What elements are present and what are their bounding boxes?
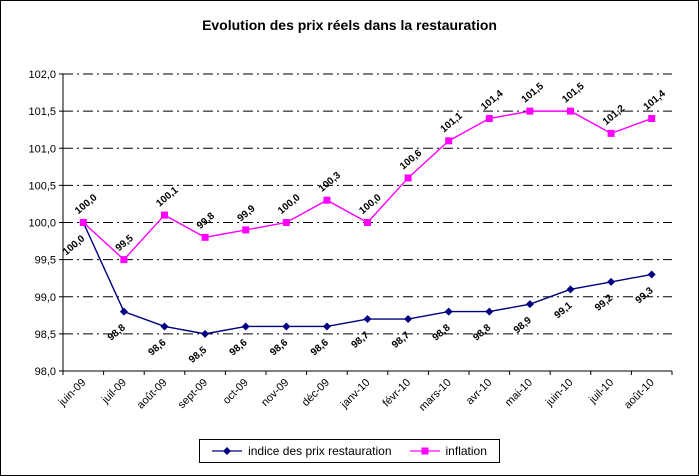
legend-item-restauration: indice des prix restauration bbox=[212, 444, 392, 458]
svg-text:98,9: 98,9 bbox=[512, 315, 534, 336]
legend-container: indice des prix restauration inflation bbox=[1, 439, 698, 463]
svg-text:févr-10: févr-10 bbox=[381, 377, 414, 410]
svg-text:98,6: 98,6 bbox=[228, 337, 250, 358]
svg-text:98,6: 98,6 bbox=[268, 337, 290, 358]
svg-text:101,0: 101,0 bbox=[28, 143, 56, 155]
svg-text:sept-09: sept-09 bbox=[176, 377, 210, 411]
svg-text:mars-10: mars-10 bbox=[417, 377, 454, 414]
svg-text:100,0: 100,0 bbox=[357, 192, 384, 217]
svg-text:98,8: 98,8 bbox=[471, 322, 493, 343]
svg-text:99,8: 99,8 bbox=[195, 210, 217, 231]
legend-item-inflation: inflation bbox=[409, 444, 487, 458]
svg-text:août-10: août-10 bbox=[622, 377, 657, 412]
svg-text:janv-10: janv-10 bbox=[338, 377, 373, 412]
legend: indice des prix restauration inflation bbox=[199, 439, 500, 463]
svg-text:101,1: 101,1 bbox=[439, 110, 466, 135]
svg-text:100,0: 100,0 bbox=[276, 192, 303, 217]
line-diamond-marker-icon bbox=[212, 447, 243, 455]
svg-text:99,1: 99,1 bbox=[552, 300, 574, 321]
svg-text:nov-09: nov-09 bbox=[259, 377, 291, 409]
svg-text:100,6: 100,6 bbox=[398, 147, 425, 172]
svg-text:101,4: 101,4 bbox=[642, 88, 669, 113]
svg-text:98,7: 98,7 bbox=[349, 330, 371, 351]
svg-text:101,5: 101,5 bbox=[28, 106, 56, 118]
svg-text:juin-09: juin-09 bbox=[56, 377, 89, 410]
svg-text:99,3: 99,3 bbox=[634, 285, 656, 306]
svg-text:juin-10: juin-10 bbox=[543, 377, 576, 410]
svg-text:98,8: 98,8 bbox=[106, 322, 128, 343]
svg-text:juil-09: juil-09 bbox=[99, 377, 129, 407]
legend-label-restauration: indice des prix restauration bbox=[248, 444, 392, 458]
svg-text:99,2: 99,2 bbox=[593, 292, 615, 313]
svg-text:101,5: 101,5 bbox=[560, 81, 587, 106]
svg-text:août-09: août-09 bbox=[135, 377, 170, 412]
svg-text:avr-10: avr-10 bbox=[464, 377, 495, 408]
svg-text:98,6: 98,6 bbox=[309, 337, 331, 358]
svg-text:98,8: 98,8 bbox=[431, 322, 453, 343]
svg-text:101,5: 101,5 bbox=[520, 81, 547, 106]
svg-text:100,0: 100,0 bbox=[28, 218, 56, 230]
svg-text:102,0: 102,0 bbox=[28, 69, 56, 81]
svg-text:99,5: 99,5 bbox=[35, 255, 56, 267]
svg-text:100,5: 100,5 bbox=[28, 180, 56, 192]
chart-title: Evolution des prix réels dans la restaur… bbox=[202, 17, 497, 33]
svg-text:100,0: 100,0 bbox=[61, 233, 88, 258]
svg-text:98,0: 98,0 bbox=[35, 366, 56, 378]
svg-text:100,1: 100,1 bbox=[154, 185, 181, 210]
svg-text:mai-10: mai-10 bbox=[503, 377, 535, 409]
svg-text:98,5: 98,5 bbox=[187, 344, 209, 365]
svg-text:oct-09: oct-09 bbox=[221, 377, 251, 407]
svg-text:98,5: 98,5 bbox=[35, 329, 56, 341]
svg-text:99,0: 99,0 bbox=[35, 292, 56, 304]
svg-text:100,3: 100,3 bbox=[317, 170, 344, 195]
svg-text:juil-10: juil-10 bbox=[586, 377, 616, 407]
svg-text:99,9: 99,9 bbox=[236, 203, 258, 224]
svg-text:101,4: 101,4 bbox=[479, 88, 506, 113]
legend-label-inflation: inflation bbox=[445, 444, 487, 458]
svg-text:déc-09: déc-09 bbox=[300, 377, 332, 409]
svg-text:100,0: 100,0 bbox=[73, 192, 100, 217]
svg-text:101,2: 101,2 bbox=[601, 103, 628, 128]
line-square-marker-icon bbox=[409, 447, 440, 455]
svg-text:98,6: 98,6 bbox=[146, 337, 168, 358]
svg-text:98,7: 98,7 bbox=[390, 330, 412, 351]
